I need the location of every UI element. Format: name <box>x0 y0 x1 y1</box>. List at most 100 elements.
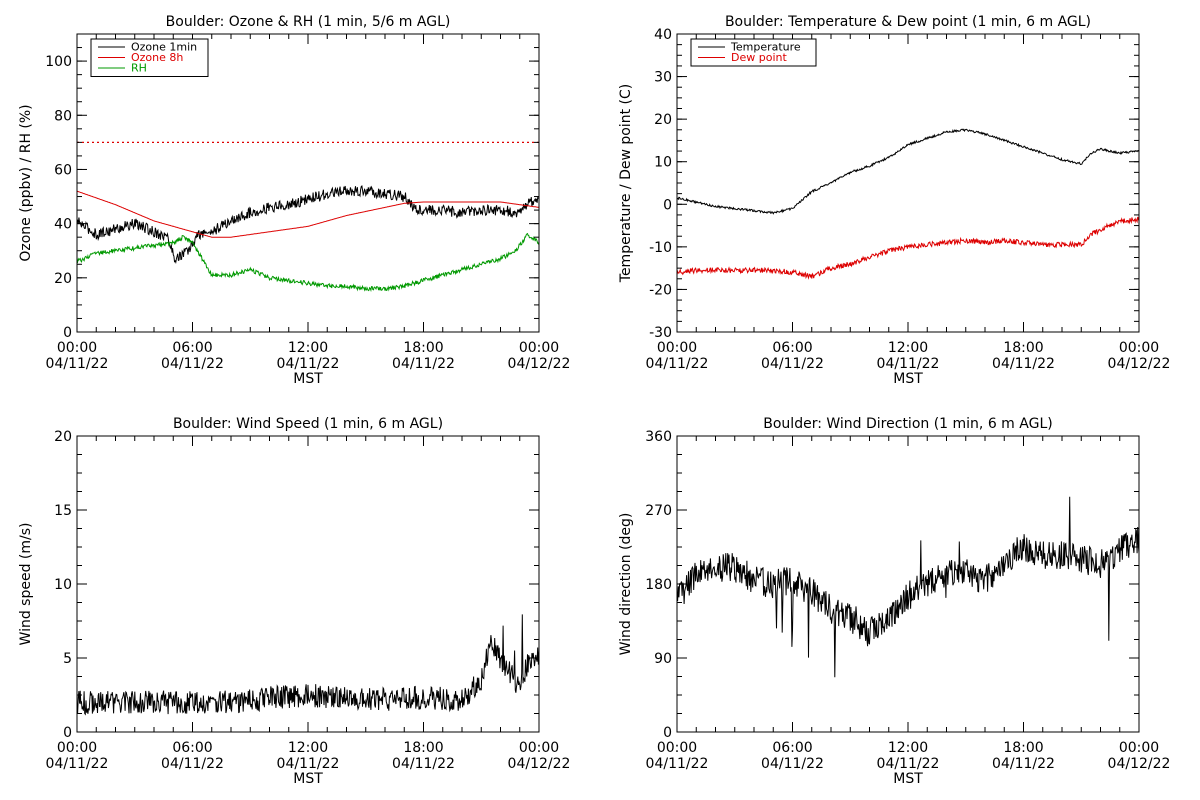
chart-panel-3: Boulder: Wind Direction (1 min, 6 m AGL)… <box>618 416 1170 787</box>
y-tick-label: 80 <box>54 108 72 124</box>
x-tick-label-date: 04/11/22 <box>992 356 1055 372</box>
y-tick-label: 0 <box>663 725 672 741</box>
x-axis-label: MST <box>293 371 323 387</box>
series-line-ozone-1min <box>77 185 539 265</box>
y-tick-label: 270 <box>645 503 672 519</box>
y-tick-label: 10 <box>654 155 672 171</box>
x-tick-label-date: 04/11/22 <box>761 356 824 372</box>
x-tick-label-date: 04/11/22 <box>646 356 709 372</box>
y-tick-label: 5 <box>63 651 72 667</box>
y-axis-label: Temperature / Dew point (C) <box>618 84 634 283</box>
legend-label: Temperature <box>730 41 801 54</box>
chart-title: Boulder: Wind Speed (1 min, 6 m AGL) <box>173 416 443 432</box>
x-tick-label-date: 04/12/22 <box>1108 356 1171 372</box>
legend-label: Dew point <box>731 51 787 64</box>
x-tick-label-time: 06:00 <box>772 340 812 356</box>
y-tick-label: 0 <box>63 725 72 741</box>
y-axis-label: Wind speed (m/s) <box>18 523 34 646</box>
plot-frame <box>76 33 540 333</box>
y-tick-label: -20 <box>649 282 672 298</box>
x-tick-label-date: 04/11/22 <box>877 756 940 772</box>
series-line-ozone-8h <box>77 190 539 238</box>
y-axis-label: Wind direction (deg) <box>618 513 634 656</box>
y-tick-label: 20 <box>54 429 72 445</box>
x-tick-label-date: 04/11/22 <box>992 756 1055 772</box>
y-tick-label: 180 <box>645 577 672 593</box>
chart-panel-2: Boulder: Wind Speed (1 min, 6 m AGL) 0 5 10… <box>18 416 570 787</box>
y-tick-label: 20 <box>54 271 72 287</box>
chart-panel-0: Boulder: Ozone & RH (1 min, 5/6 m AGL) 0 2… <box>18 14 570 387</box>
series-group <box>77 141 539 293</box>
x-tick-label-date: 04/11/22 <box>46 756 109 772</box>
y-tick-label: 10 <box>54 577 72 593</box>
x-tick-label-date: 04/12/22 <box>508 756 571 772</box>
x-tick-label-date: 04/11/22 <box>46 356 109 372</box>
x-tick-label-date: 04/11/22 <box>392 356 455 372</box>
x-tick-label-time: 00:00 <box>57 340 97 356</box>
x-tick-label-date: 04/11/22 <box>161 356 224 372</box>
x-tick-label-time: 06:00 <box>172 740 212 756</box>
legend-label: Ozone 1min <box>131 41 197 54</box>
x-tick-label-date: 04/11/22 <box>761 756 824 772</box>
chart-title: Boulder: Ozone & RH (1 min, 5/6 m AGL) <box>166 14 451 30</box>
y-tick-label: 15 <box>54 503 72 519</box>
x-tick-label-time: 00:00 <box>657 340 697 356</box>
x-tick-label-time: 18:00 <box>403 740 443 756</box>
x-tick-label-time: 00:00 <box>519 740 559 756</box>
series-line-rh <box>77 232 539 293</box>
y-tick-label: 0 <box>663 197 672 213</box>
y-tick-label: -10 <box>649 240 672 256</box>
x-tick-label-date: 04/11/22 <box>877 356 940 372</box>
chart-panel-1: Boulder: Temperature & Dew point (1 min,… <box>618 14 1170 387</box>
series-group <box>677 496 1139 678</box>
x-tick-label-time: 18:00 <box>1003 740 1043 756</box>
x-tick-label-time: 18:00 <box>1003 340 1043 356</box>
x-tick-label-time: 12:00 <box>888 740 928 756</box>
x-tick-label-time: 06:00 <box>772 740 812 756</box>
x-tick-label-date: 04/12/22 <box>508 356 571 372</box>
y-tick-label: 20 <box>654 112 672 128</box>
x-tick-label-date: 04/12/22 <box>1108 756 1171 772</box>
x-tick-label-time: 12:00 <box>888 340 928 356</box>
y-tick-label: 60 <box>54 162 72 178</box>
x-tick-label-time: 00:00 <box>1119 340 1159 356</box>
x-axis-label: MST <box>893 371 923 387</box>
y-tick-label: 90 <box>654 651 672 667</box>
x-tick-label-date: 04/11/22 <box>646 756 709 772</box>
series-group <box>677 128 1139 280</box>
y-tick-label: 100 <box>45 54 72 70</box>
series-line-0 <box>77 614 539 716</box>
chart-title: Boulder: Temperature & Dew point (1 min,… <box>725 14 1091 30</box>
y-tick-label: -30 <box>649 325 672 341</box>
x-tick-label-time: 12:00 <box>288 340 328 356</box>
x-tick-label-time: 18:00 <box>403 340 443 356</box>
x-axis-label: MST <box>293 771 323 787</box>
x-tick-label-date: 04/11/22 <box>161 756 224 772</box>
x-tick-label-date: 04/11/22 <box>392 756 455 772</box>
series-line-0 <box>677 496 1139 678</box>
x-tick-label-time: 00:00 <box>57 740 97 756</box>
x-axis-label: MST <box>893 771 923 787</box>
y-tick-label: 0 <box>63 325 72 341</box>
y-tick-label: 30 <box>654 70 672 86</box>
legend-box <box>690 38 817 67</box>
x-tick-label-time: 06:00 <box>172 340 212 356</box>
series-line-dew-point <box>677 216 1139 280</box>
legend-label: Ozone 8h <box>131 51 183 64</box>
x-tick-label-date: 04/11/22 <box>277 356 340 372</box>
x-tick-label-time: 00:00 <box>657 740 697 756</box>
x-tick-label-date: 04/11/22 <box>277 756 340 772</box>
legend-label: RH <box>131 62 147 75</box>
series-line-temperature <box>677 128 1139 215</box>
chart-title: Boulder: Wind Direction (1 min, 6 m AGL) <box>763 416 1052 432</box>
y-tick-label: 40 <box>54 217 72 233</box>
x-tick-label-time: 00:00 <box>1119 740 1159 756</box>
series-group <box>77 614 539 716</box>
x-tick-label-time: 12:00 <box>288 740 328 756</box>
y-tick-label: 360 <box>645 429 672 445</box>
plot-frame <box>676 33 1140 333</box>
y-tick-label: 40 <box>654 27 672 43</box>
